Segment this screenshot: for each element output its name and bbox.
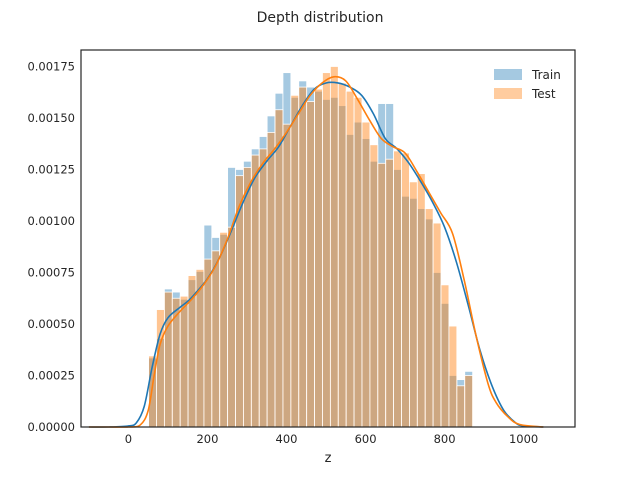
x-tick-label: 0 <box>125 432 132 446</box>
bar-test <box>203 258 213 428</box>
bars-train <box>148 72 474 428</box>
bar-test <box>266 132 276 428</box>
histogram-bars <box>148 66 474 428</box>
bar-test <box>464 375 474 428</box>
bar-test <box>211 250 221 428</box>
bar-test <box>361 121 371 428</box>
bar-test <box>314 88 323 428</box>
y-tick-label: 0.00100 <box>27 214 75 228</box>
y-tick-label: 0.00125 <box>27 162 75 176</box>
bar-test <box>409 181 418 428</box>
kde-line-train <box>88 81 544 428</box>
y-tick-label: 0.00050 <box>27 317 75 331</box>
plot-frame <box>80 49 576 428</box>
bar-test <box>456 385 466 428</box>
x-tick-label: 600 <box>355 432 377 446</box>
bar-test <box>258 148 268 428</box>
chart-title: Depth distribution <box>257 10 384 26</box>
bar-test <box>337 82 347 428</box>
x-tick-label: 800 <box>434 432 456 446</box>
legend-swatch-test <box>494 88 522 99</box>
bar-test <box>424 208 434 428</box>
bar-test <box>322 72 331 428</box>
bar-test <box>250 154 260 428</box>
y-tick-label: 0.00175 <box>27 59 75 73</box>
bar-test <box>432 222 442 428</box>
bar-test <box>448 325 458 428</box>
bar-test <box>227 226 236 428</box>
bar-test <box>393 150 402 428</box>
bar-test <box>369 144 379 428</box>
y-tick-label: 0.00025 <box>27 368 75 382</box>
kde-curves <box>88 75 544 428</box>
legend-swatch-train <box>494 69 522 80</box>
bar-test <box>329 66 339 428</box>
y-tick-label: 0.00075 <box>27 265 75 279</box>
bar-test <box>385 158 395 428</box>
x-axis-label: z <box>325 451 332 466</box>
bar-test <box>377 162 387 428</box>
bar-test <box>416 173 426 428</box>
bar-test <box>274 109 284 428</box>
bar-test <box>345 90 355 428</box>
x-tick-label: 400 <box>276 432 298 446</box>
bar-test <box>401 152 410 428</box>
legend-label-test: Test <box>531 87 556 101</box>
x-tick-label: 1000 <box>509 432 538 446</box>
bar-test <box>440 284 450 428</box>
legend: Train Test <box>494 68 561 101</box>
legend-label-train: Train <box>531 68 561 82</box>
bar-test <box>163 291 173 428</box>
y-axis-ticks: 0.00000 0.00025 0.00050 0.00075 0.00100 0.001… <box>27 59 75 434</box>
kde-line-test <box>88 75 544 428</box>
x-tick-label: 200 <box>196 432 218 446</box>
bar-test <box>290 94 300 428</box>
bar-test <box>298 86 308 428</box>
bar-test <box>219 231 229 428</box>
y-tick-label: 0.00000 <box>27 420 75 434</box>
bars-test <box>148 66 474 428</box>
bar-test <box>179 295 189 428</box>
x-axis-ticks: 0 200 400 600 800 1000 <box>125 432 539 446</box>
bar-test <box>353 96 363 428</box>
bar-test <box>243 167 252 428</box>
bar-test <box>282 123 292 428</box>
y-tick-label: 0.00150 <box>27 111 75 125</box>
bar-test <box>306 101 315 428</box>
